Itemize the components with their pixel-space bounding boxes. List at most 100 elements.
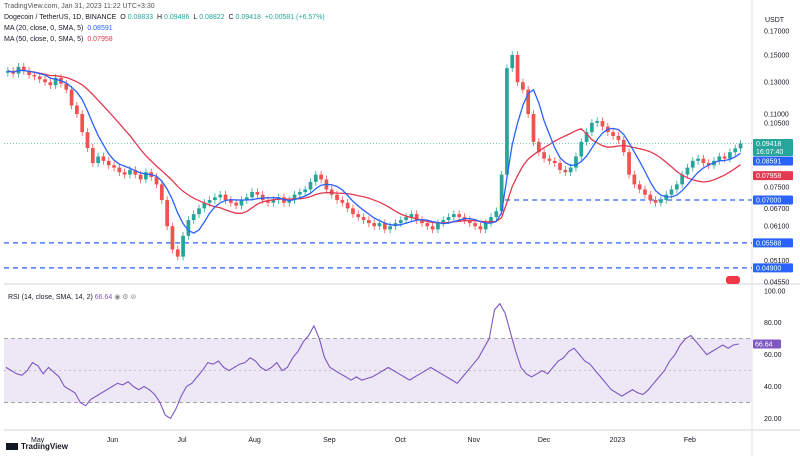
candle-body: [574, 156, 578, 168]
symbol-title: Dogecoin / TetherUS, 1D, BINANCE: [4, 14, 117, 21]
price-tick-10: 0.05100: [764, 258, 789, 265]
candle-body: [436, 223, 440, 230]
candle-body: [659, 200, 663, 203]
candle-body: [425, 223, 430, 227]
candle-body: [218, 194, 223, 198]
candle-body: [75, 105, 79, 115]
time-tick-9: Feb: [684, 437, 696, 444]
candle-body: [228, 200, 233, 203]
candle-body: [48, 82, 53, 86]
candle-body: [674, 184, 679, 190]
candle-body: [632, 174, 637, 185]
rsi-legend[interactable]: RSI (14, close, SMA, 14, 2) 66.64 ◉ ⚙ ⊘: [8, 293, 136, 301]
ohlc-change: +0.00581 (+6.57%): [264, 14, 325, 21]
time-tick-8: 2023: [610, 437, 626, 444]
ohlc-open-label: O: [120, 14, 126, 21]
candle-body: [505, 68, 509, 175]
candle-body: [717, 156, 722, 161]
candle-body: [186, 220, 191, 236]
candle-body: [117, 167, 122, 173]
price-tick-7: 0.07500: [764, 184, 789, 191]
candle-body: [420, 220, 424, 224]
candle-body: [377, 223, 382, 227]
price-tag-label: 0.05588: [756, 240, 781, 247]
time-tick-4: Sep: [323, 437, 336, 444]
price-tag-label: 0.07958: [756, 173, 781, 180]
candle-body: [85, 132, 90, 149]
candle-body: [351, 208, 355, 215]
candle-body: [64, 83, 69, 90]
candle-body: [234, 202, 239, 206]
candle-body: [266, 200, 270, 203]
brand-text: TradingView: [21, 442, 68, 451]
candle-body: [685, 167, 690, 175]
candle-body: [489, 217, 493, 224]
candle-body: [112, 165, 116, 168]
candle-body: [595, 121, 600, 123]
candle-body: [43, 79, 47, 83]
candle-body: [696, 158, 700, 161]
candle-body: [207, 200, 212, 203]
candle-body: [367, 220, 371, 224]
candle-body: [457, 214, 462, 218]
price-tag-label: 0.09418: [756, 141, 781, 148]
candle-body: [616, 135, 621, 140]
candle-body: [382, 223, 387, 230]
candle-body: [510, 54, 515, 69]
candle-body: [6, 70, 10, 73]
price-tag-label: 0.08591: [756, 159, 781, 166]
rsi-value: 66.64: [94, 294, 113, 301]
candle-body: [255, 192, 260, 195]
time-tick-5: Oct: [395, 437, 406, 444]
candle-body: [106, 160, 111, 166]
price-tag-4: 0.05588: [753, 238, 793, 248]
candle-body: [239, 200, 244, 206]
candle-body: [32, 75, 37, 77]
ma50-line: [7, 69, 741, 224]
ma50-legend[interactable]: MA (50, close, 0, SMA, 5) 0.07958: [4, 35, 115, 44]
symbol-ohlc-line: Dogecoin / TetherUS, 1D, BINANCE O 0.0883…: [4, 13, 327, 22]
candle-body: [521, 82, 525, 90]
eye-icon[interactable]: ◉ ⚙ ⊘: [114, 294, 137, 301]
ohlc-low: 0.08822: [199, 14, 225, 21]
ohlc-low-label: L: [193, 14, 198, 21]
event-badge-icon: [726, 276, 740, 284]
candle-body: [526, 89, 531, 115]
ma20-legend[interactable]: MA (20, close, 0, SMA, 5) 0.08591: [4, 24, 115, 33]
ma50-label: MA (50, close, 0, SMA, 5): [4, 36, 84, 43]
candle-body: [430, 226, 435, 230]
candle-body: [175, 249, 180, 257]
candle-body: [515, 54, 520, 83]
ohlc-high: 0.09486: [164, 14, 190, 21]
price-tag-3: 0.07000: [753, 195, 793, 205]
candle-body: [372, 223, 377, 227]
candle-body: [213, 197, 217, 201]
candle-body: [579, 141, 584, 157]
ohlc-high-label: H: [156, 14, 163, 21]
candle-body: [388, 226, 392, 230]
candle-body: [473, 223, 477, 227]
ma20-line: [7, 69, 741, 234]
ma20-label: MA (20, close, 0, SMA, 5): [4, 25, 84, 32]
candle-body: [292, 194, 297, 201]
candle-body: [499, 174, 504, 212]
price-tick-8: 0.06700: [764, 206, 789, 213]
candle-body: [298, 192, 302, 195]
rsi-tick-4: 20.00: [764, 416, 782, 423]
candle-body: [197, 208, 201, 215]
rsi-tag-label: 66.64: [755, 342, 773, 349]
candle-body: [101, 156, 106, 161]
ma20-value: 0.08591: [87, 25, 113, 32]
tradingview-logo: TradingView: [6, 442, 68, 451]
candle-body: [733, 148, 738, 153]
candle-body: [584, 132, 589, 142]
candles-group: [6, 51, 743, 261]
candle-body: [90, 148, 95, 164]
candle-body: [128, 169, 132, 175]
rsi-tick-1: 80.00: [764, 320, 782, 327]
candle-body: [446, 217, 451, 221]
price-tag-bg: [753, 238, 793, 248]
candle-body: [159, 184, 164, 201]
